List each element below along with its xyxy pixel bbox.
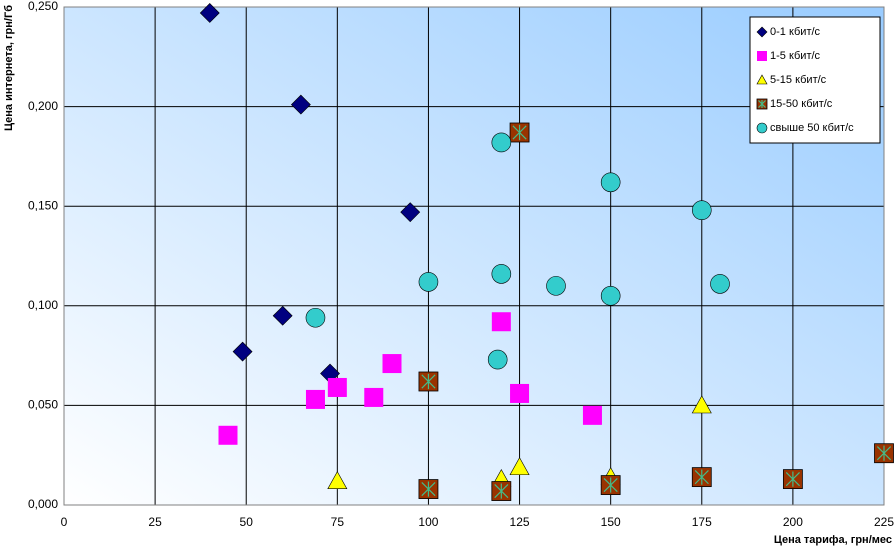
marker-cross [512,124,527,141]
legend-box [749,16,881,144]
x-axis-title: Цена тарифа, грн/мес [774,534,892,546]
point [418,479,439,499]
y-tick-label: 0,100 [28,298,58,312]
point [509,457,530,476]
legend-marker [757,51,767,61]
x-tick-label: 150 [601,515,621,529]
legend-label: 15-50 кбит/с [770,98,833,110]
marker-cross [494,483,509,499]
point [305,307,326,328]
x-tick-label: 0 [61,515,68,529]
y-tick-label: 0,200 [28,99,58,113]
x-tick-label: 75 [331,515,345,529]
point [710,274,730,294]
marker-cross [694,469,709,485]
legend-marker [756,26,768,38]
point [199,3,220,23]
point [691,467,712,488]
legend-marker [756,122,768,134]
point [491,312,511,332]
legend-label: 5-15 кбит/с [770,74,827,86]
marker-cross [876,445,892,461]
point [418,371,439,392]
legend-marker [756,98,768,110]
point [327,470,348,489]
point [232,341,253,362]
marker-cross [603,477,618,493]
point [418,272,439,292]
point [218,425,238,445]
x-tick-label: 175 [692,515,712,529]
point [272,305,293,326]
plot-area [64,7,884,505]
legend-label: 1-5 кбит/с [770,50,821,62]
point [400,202,421,223]
point [691,200,712,220]
point [509,122,530,143]
point [491,132,512,153]
marker-cross [421,481,436,497]
point [382,354,402,374]
y-tick-label: 0,250 [28,0,58,13]
x-tick-label: 25 [148,515,162,529]
point [491,481,512,501]
point [546,276,566,296]
marker-cross [421,373,436,390]
x-tick-label: 200 [783,515,803,529]
point [691,395,712,414]
point [510,383,530,403]
point [327,377,347,397]
point [290,94,311,115]
point [487,349,508,370]
marker-cross [758,100,766,108]
y-tick-label: 0,150 [28,198,58,212]
x-tick-label: 100 [418,515,438,529]
point [491,264,512,284]
point [600,172,621,193]
legend-marker [756,74,768,85]
x-tick-label: 125 [510,515,530,529]
point [582,405,602,425]
point [600,286,621,306]
legend-label: 0-1 кбит/с [770,26,821,38]
point [874,443,894,464]
x-tick-label: 50 [240,515,254,529]
marker-cross [785,471,800,487]
legend-label: свыше 50 кбит/с [770,122,854,134]
y-axis-title: Цена интернета, грн/Гб [3,5,15,131]
x-tick-label: 225 [874,515,894,529]
y-tick-label: 0,000 [28,497,58,511]
point [600,475,621,495]
y-tick-label: 0,050 [28,398,58,412]
point [305,389,325,409]
point [782,469,803,490]
point [364,387,384,407]
plot-border [63,6,885,506]
